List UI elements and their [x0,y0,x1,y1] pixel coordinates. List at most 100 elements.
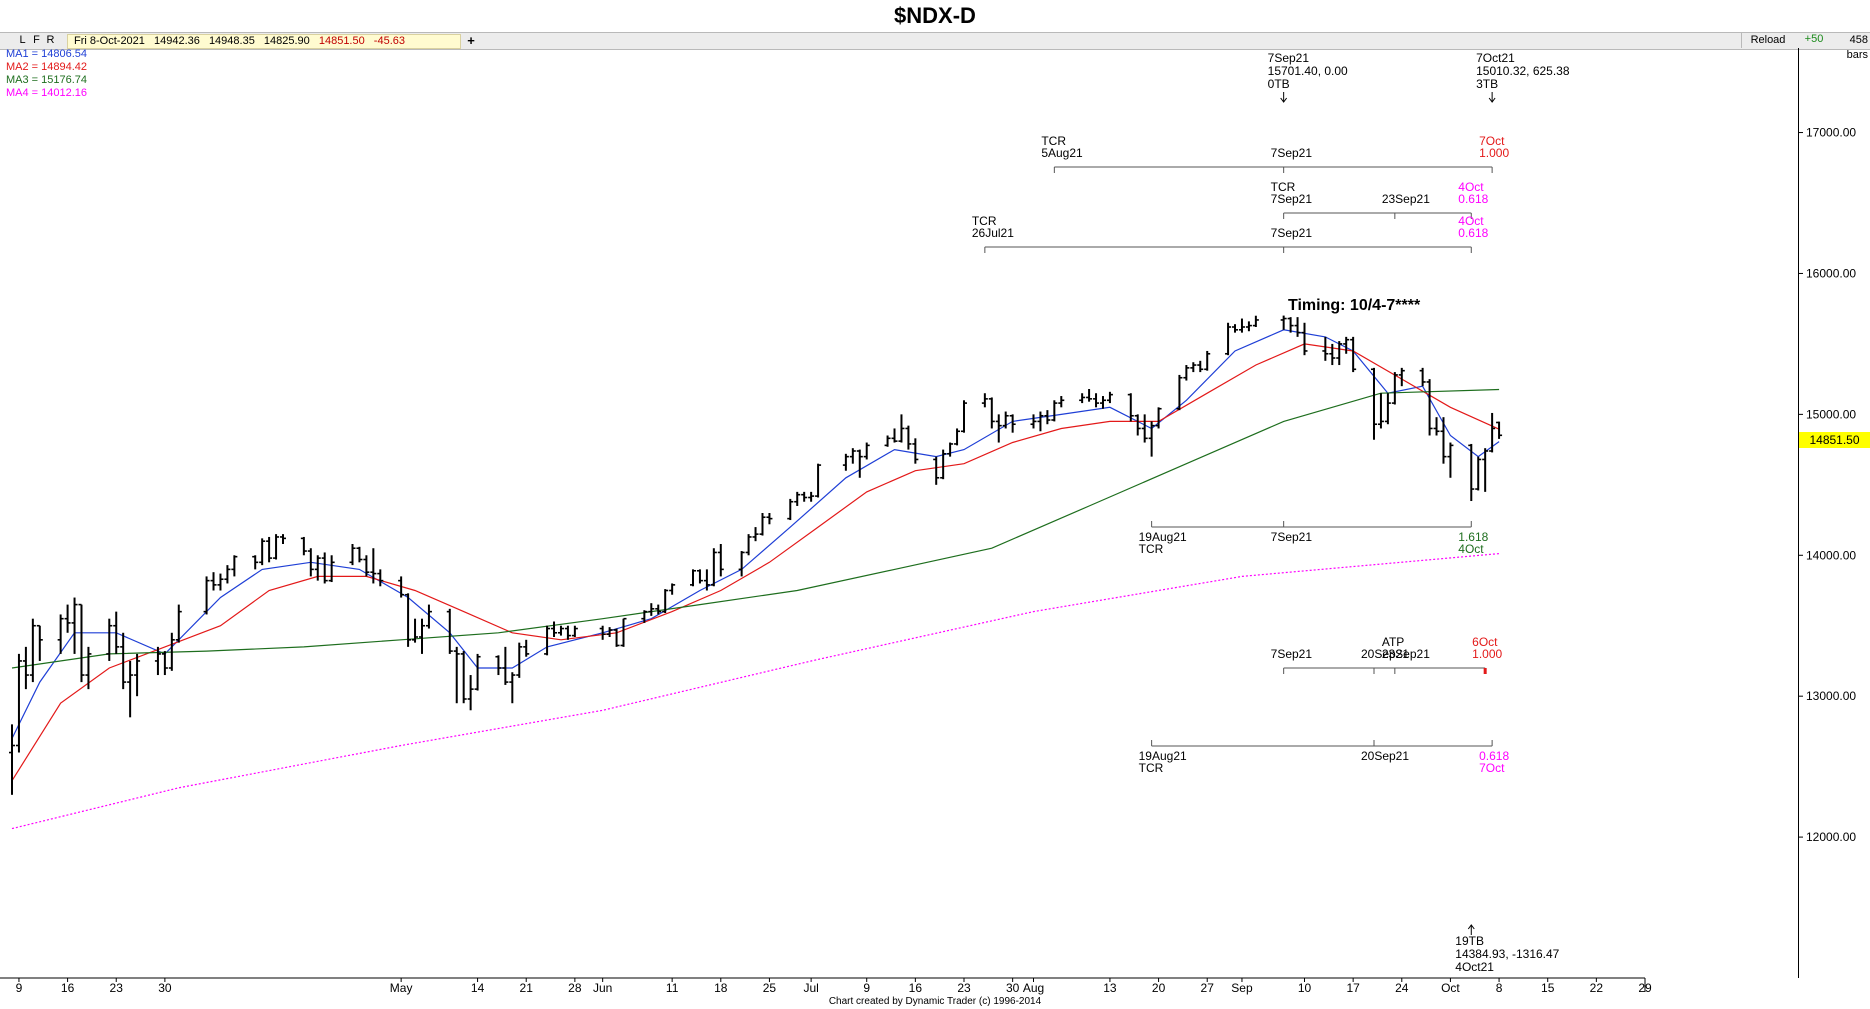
add-50-bars-button[interactable]: +50 [1804,33,1824,45]
chart-title: $NDX-D [894,3,976,28]
ohlc-bar [467,675,474,711]
f-button[interactable]: F [33,34,40,46]
ohlc-bar [418,618,425,654]
x-tick-label: 9 [863,981,870,995]
pivot-label: 15701.40, 0.00 [1268,64,1348,78]
ma3-legend: MA3 = 15176.74 [6,74,88,86]
y-tick-label: 17000.00 [1806,126,1856,140]
ohlc-bar [29,618,36,683]
ohlc-bar [696,569,703,584]
x-tick-label: Jun [593,981,612,995]
ohlc-bar [78,603,85,683]
ohlc-bar [36,624,43,661]
projection-label: 4Oct [1458,214,1484,228]
ohlc-bar [1079,393,1086,404]
x-tick-label: 25 [763,981,777,995]
quote-low: 14825.90 [263,35,310,47]
ohlc-bar [1398,367,1405,387]
ohlc-bar [856,449,863,478]
timing-text: Timing: 10/4-7**** [1288,297,1421,314]
ohlc-bar [1489,412,1496,453]
footer-credit: Chart created by Dynamic Trader (c) 1996… [828,996,1042,1007]
x-tick-label: 15 [1541,981,1555,995]
ohlc-bar [1238,318,1245,333]
ohlc-bar [495,655,502,676]
ohlc-bar [988,397,995,429]
ohlc-bar [599,625,606,640]
ohlc-bar [168,632,175,671]
ohlc-bar [300,536,307,556]
ohlc-bar [849,448,856,464]
x-tick-label: 11 [666,981,679,995]
date-axis: 9 16 23 30 May 14 21 28 Jun 11 18 25 Jul 9 16 23 30 Aug 13… [0,977,1652,995]
x-tick-label: 23 [957,981,971,995]
ohlc-bar [412,618,419,643]
ohlc-bar [1002,411,1009,429]
ohlc-bar [1343,336,1350,354]
ohlc-bar [759,513,766,536]
y-tick-label: 13000.00 [1806,689,1856,703]
ohlc-bar [1204,350,1211,371]
ohlc-bar [252,555,259,570]
ohlc-bar [1280,315,1287,330]
ohlc-bar [71,597,78,654]
quote-change: -45.63 [373,35,405,47]
ohlc-bar [863,442,870,460]
ma4-line [11,553,1500,830]
x-tick-label: 20 [1152,981,1166,995]
ohlc-bar [453,646,460,704]
ohlc-bar [1384,393,1391,425]
ohlc-bar [1482,448,1489,492]
r-button[interactable]: R [46,34,55,46]
pivot-label: 19TB [1455,934,1484,948]
projection-label: 0.618 [1458,226,1488,240]
x-tick-label: 13 [1103,981,1117,995]
add-button[interactable]: + [467,33,475,48]
ohlc-bar [1225,322,1232,356]
ohlc-bar [210,572,217,591]
ohlc-bar [648,603,655,616]
ohlc-bar [509,672,516,704]
x-tick-label: 8 [1496,981,1503,995]
pivot-label: 15010.32, 625.38 [1476,64,1570,78]
projection-label: 7Sep21 [1271,530,1313,544]
pivot-label: 14384.93, -1316.47 [1455,947,1559,961]
projection-label: 4Oct [1458,180,1484,194]
l-button[interactable]: L [19,34,26,46]
ohlc-bar [557,625,564,636]
ohlc-bar [57,614,64,654]
x-tick-label: May [390,981,413,995]
projection-label: ATP [1382,635,1404,649]
ohlc-bar [1232,324,1239,333]
reload-button[interactable]: Reload [1741,33,1794,48]
x-tick-label: 28 [568,981,582,995]
quote-box: Fri 8-Oct-2021 14942.36 14948.35 14825.9… [67,34,461,49]
x-tick-label: 14 [471,981,485,995]
ohlc-bar [905,425,912,450]
ohlc-bar [349,544,356,566]
ohlc-bar [1301,322,1308,356]
projection-label: 19Aug21 [1139,530,1187,544]
ohlc-bar [502,646,509,685]
y-tick-label: 12000.00 [1806,830,1856,844]
projection-label: 23Sep21 [1382,192,1430,206]
ohlc-bar [801,491,808,502]
ohlc-bar [15,653,22,753]
x-tick-label: 29 [1638,981,1652,995]
ohlc-bar [947,442,954,457]
projection-label: TCR [1271,180,1296,194]
ohlc-bar [1245,321,1252,332]
ohlc-bar [710,548,717,587]
x-tick-label: 22 [1590,981,1604,995]
ohlc-bar [64,604,71,633]
ma-legend: MA1 = 14806.54 MA2 = 14894.42 MA3 = 1517… [6,48,87,100]
ohlc-bar [106,618,113,661]
ohlc-bar [363,555,370,577]
projection-label: 7Sep21 [1271,146,1313,160]
x-tick-label: Oct [1441,981,1460,995]
